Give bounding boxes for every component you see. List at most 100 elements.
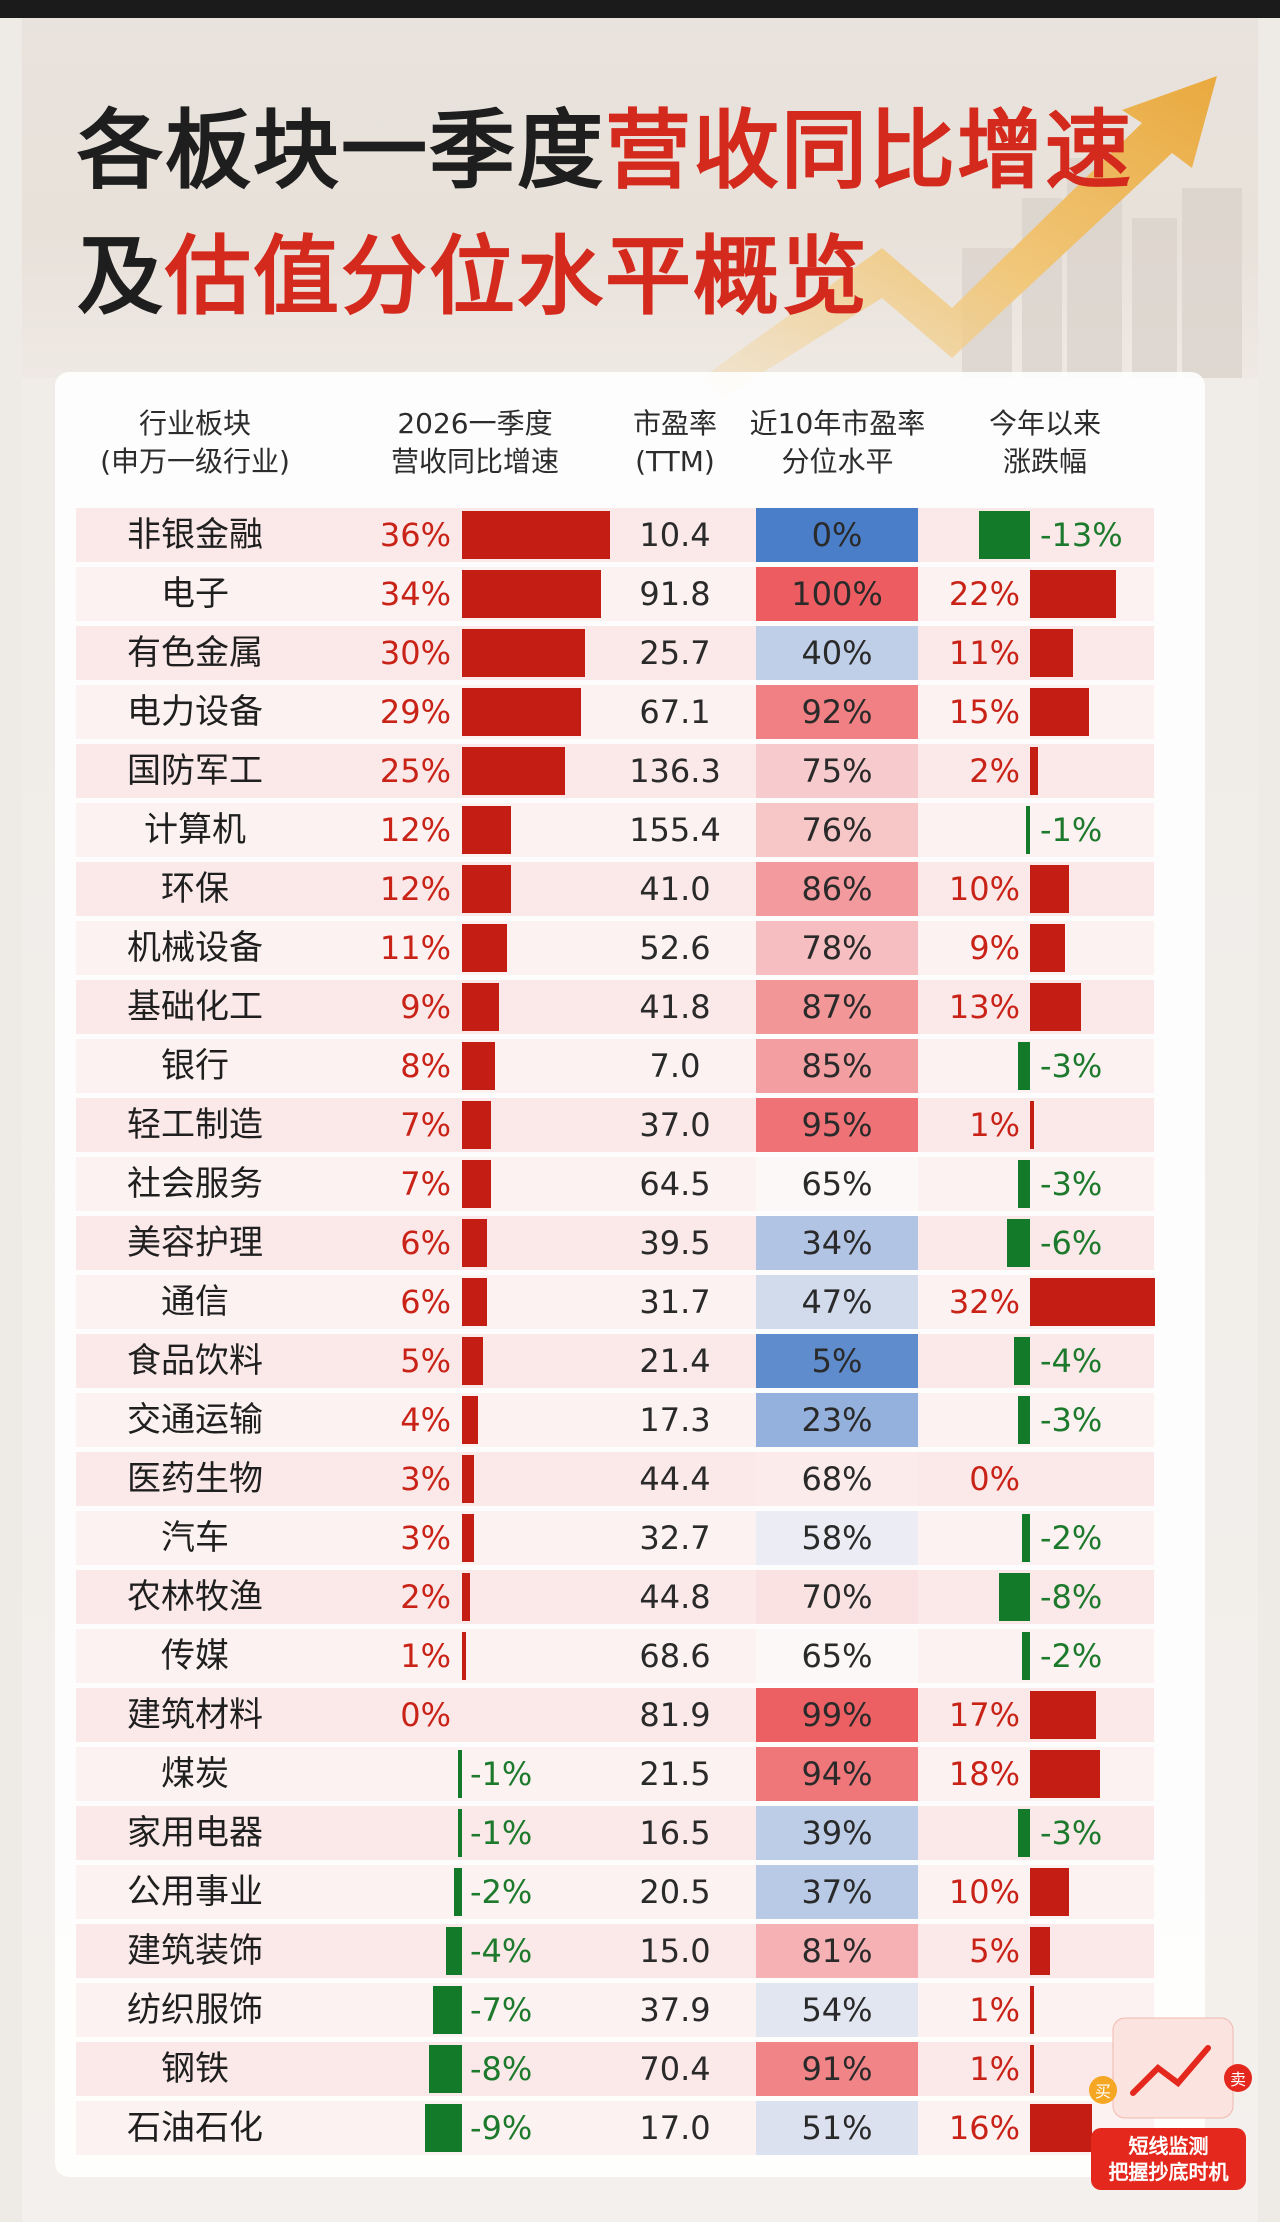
ytd-value: 18% (948, 1755, 1020, 1793)
pe-percentile-value: 95% (801, 1106, 873, 1144)
sector-name: 社会服务 (127, 1164, 263, 1204)
pe-value: 10.4 (639, 516, 711, 554)
pe-percentile-value: 78% (801, 929, 873, 967)
revenue-growth-value: 3% (400, 1519, 451, 1557)
table-row (76, 1452, 1154, 1506)
pe-value: 15.0 (639, 1932, 711, 1970)
ytd-value: -1% (1040, 811, 1103, 849)
table-row (76, 1334, 1154, 1388)
ytd-bar (1030, 924, 1066, 972)
sector-name: 纺织服饰 (127, 1990, 263, 2030)
table-row (76, 626, 1154, 680)
pe-percentile-value: 65% (801, 1637, 873, 1675)
ytd-bar (979, 511, 1030, 559)
header-ytd: 今年以来 涨跌幅 (988, 407, 1101, 478)
revenue-growth-value: 6% (400, 1224, 451, 1262)
table-row (76, 980, 1154, 1034)
pe-value: 32.7 (639, 1519, 711, 1557)
revenue-bar (462, 865, 512, 913)
pe-value: 44.8 (639, 1578, 711, 1616)
table-row (76, 1511, 1154, 1565)
sector-name: 煤炭 (161, 1754, 229, 1794)
pe-percentile-cell (756, 1688, 918, 1742)
ytd-bar (1018, 1396, 1030, 1444)
promo-label[interactable]: 短线监测 把握抄底时机 (1091, 2128, 1246, 2190)
pe-percentile-cell (756, 1747, 918, 1801)
header-revenue-growth: 2026一季度 营收同比增速 (390, 407, 559, 478)
revenue-bar (462, 1278, 487, 1326)
table-row (76, 1157, 1154, 1211)
pe-percentile-cell (756, 1452, 918, 1506)
pe-percentile-cell (756, 1334, 918, 1388)
revenue-growth-value: 9% (400, 988, 451, 1026)
pe-value: 52.6 (639, 929, 711, 967)
ytd-value: 1% (969, 1991, 1020, 2029)
pe-percentile-value: 5% (811, 1342, 863, 1380)
pe-percentile-value: 68% (801, 1460, 873, 1498)
pe-percentile-cell (756, 626, 918, 680)
pe-value: 25.7 (639, 634, 711, 672)
pe-value: 17.3 (639, 1401, 711, 1439)
revenue-bar (462, 688, 581, 736)
revenue-growth-value: 2% (400, 1578, 451, 1616)
pe-percentile-value: 99% (801, 1696, 873, 1734)
revenue-growth-value: 29% (379, 693, 451, 731)
revenue-bar (462, 511, 610, 559)
pe-percentile-value: 34% (801, 1224, 873, 1262)
table-row (76, 2101, 1154, 2155)
ytd-bar (1022, 1514, 1030, 1562)
sector-name: 传媒 (161, 1636, 229, 1676)
pe-percentile-cell (756, 685, 918, 739)
revenue-growth-value: 3% (400, 1460, 451, 1498)
ytd-bar (1006, 1219, 1030, 1267)
sector-name: 计算机 (144, 810, 246, 850)
ytd-value: 1% (969, 1106, 1020, 1144)
ytd-bar (1030, 2045, 1034, 2093)
revenue-bar (462, 924, 508, 972)
ytd-value: -3% (1040, 1047, 1103, 1085)
sector-name: 农林牧渔 (127, 1577, 263, 1617)
revenue-bar (457, 1750, 462, 1798)
revenue-growth-value: -2% (470, 1873, 533, 1911)
pe-percentile-cell (756, 1039, 918, 1093)
ytd-bar (1030, 1101, 1034, 1149)
pe-percentile-cell (756, 1865, 918, 1919)
pe-value: 31.7 (639, 1283, 711, 1321)
revenue-growth-value: -9% (470, 2109, 533, 2147)
pe-percentile-value: 94% (801, 1755, 873, 1793)
sector-name: 建筑装饰 (127, 1931, 263, 1971)
pe-value: 91.8 (639, 575, 711, 613)
table-row (76, 1688, 1154, 1742)
revenue-bar (462, 629, 585, 677)
revenue-bar (462, 747, 565, 795)
pe-value: 20.5 (639, 1873, 711, 1911)
sector-name: 基础化工 (127, 987, 263, 1027)
ytd-value: -4% (1040, 1342, 1103, 1380)
pe-percentile-cell (756, 1216, 918, 1270)
pe-value: 37.9 (639, 1991, 711, 2029)
pe-value: 17.0 (639, 2109, 711, 2147)
pe-percentile-cell (756, 2101, 918, 2155)
sector-name: 交通运输 (127, 1400, 263, 1440)
pe-percentile-cell (756, 1983, 918, 2037)
pe-value: 64.5 (639, 1165, 711, 1203)
pe-value: 136.3 (629, 752, 721, 790)
growth-arrow-icon (702, 76, 1217, 398)
ytd-value: -3% (1040, 1814, 1103, 1852)
ytd-value: -6% (1040, 1224, 1103, 1262)
pe-value: 39.5 (639, 1224, 711, 1262)
ytd-value: 9% (969, 929, 1020, 967)
ytd-bar (1018, 1042, 1030, 1090)
pe-percentile-cell (756, 921, 918, 975)
ytd-value: 5% (969, 1932, 1020, 1970)
pe-percentile-value: 58% (801, 1519, 873, 1557)
pe-value: 44.4 (639, 1460, 711, 1498)
revenue-growth-value: -1% (470, 1814, 533, 1852)
sector-name: 国防军工 (127, 751, 263, 791)
sector-name: 建筑材料 (127, 1695, 263, 1735)
ytd-value: -3% (1040, 1165, 1103, 1203)
promo-badge[interactable]: 买 卖 短线监测 把握抄底时机 (1083, 2008, 1253, 2198)
revenue-growth-value: 8% (400, 1047, 451, 1085)
ytd-bar (1030, 1868, 1069, 1916)
revenue-growth-value: 7% (400, 1106, 451, 1144)
